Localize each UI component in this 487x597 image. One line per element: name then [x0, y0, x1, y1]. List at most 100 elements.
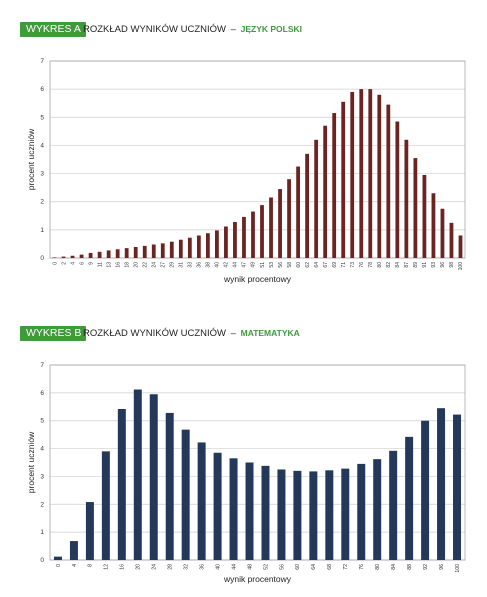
x-tick-label: 20	[133, 262, 139, 268]
x-tick-label: 60	[295, 564, 301, 570]
bar	[395, 121, 400, 258]
x-tick-label: 4	[72, 564, 78, 567]
x-tick-label: 6	[79, 262, 85, 265]
y-tick-label: 4	[40, 446, 44, 453]
x-tick-label: 38	[206, 262, 212, 268]
x-tick-label: 80	[377, 262, 383, 268]
x-tick-label: 27	[161, 262, 167, 268]
chart-a-section: WYKRES A ROZKŁAD WYNIKÓW UCZNIÓW – JĘZYK…	[20, 22, 466, 284]
bar	[260, 205, 264, 258]
y-tick-label: 5	[40, 418, 44, 425]
bar	[404, 139, 409, 258]
x-tick-label: 8	[88, 564, 94, 567]
x-tick-label: 13	[106, 262, 112, 268]
y-tick-label: 5	[40, 114, 44, 121]
plot-frame	[49, 60, 466, 259]
x-tick-label: 76	[359, 564, 365, 570]
y-tick-label: 6	[40, 86, 44, 93]
bar	[287, 179, 291, 258]
bar	[165, 412, 174, 560]
x-tick-label: 29	[170, 262, 176, 268]
x-tick-label: 20	[136, 564, 142, 570]
x-tick-label: 32	[183, 564, 189, 570]
x-tick-label: 11	[97, 262, 103, 267]
bar	[449, 222, 454, 258]
bar	[389, 450, 398, 560]
y-tick-label: 1	[40, 529, 44, 536]
chart-b-heading-sep: –	[230, 328, 236, 339]
x-tick-label: 71	[341, 262, 347, 268]
bar	[133, 389, 142, 560]
y-tick-label: 7	[40, 362, 44, 369]
x-axis-label: wynik procentowy	[223, 574, 292, 584]
x-tick-label: 80	[375, 564, 381, 570]
bar	[205, 233, 210, 258]
bar	[142, 245, 147, 258]
bar	[79, 254, 84, 258]
bar	[261, 465, 270, 560]
x-tick-label: 16	[115, 262, 121, 268]
x-tick-label: 84	[395, 262, 401, 268]
bar	[70, 255, 75, 258]
bar	[325, 470, 334, 560]
x-tick-label: 67	[323, 262, 329, 268]
x-tick-label: 36	[197, 262, 203, 268]
bar	[149, 394, 158, 560]
bar	[169, 241, 174, 258]
bar	[323, 125, 328, 258]
x-tick-label: 91	[422, 262, 428, 268]
x-tick-label: 48	[247, 564, 253, 570]
x-axis-label: wynik procentowy	[223, 274, 292, 284]
chart-a-heading-main: ROZKŁAD WYNIKÓW UCZNIÓW	[83, 24, 227, 35]
bar	[178, 239, 183, 258]
x-tick-label: 92	[423, 564, 429, 570]
bar	[52, 257, 57, 258]
x-tick-label: 84	[391, 564, 397, 570]
y-tick-label: 3	[40, 171, 44, 178]
x-tick-label: 49	[251, 262, 257, 268]
bar	[101, 451, 110, 560]
bar	[88, 252, 93, 258]
x-tick-label: 100	[458, 262, 464, 271]
chart-a-badge: WYKRES A	[20, 22, 86, 37]
bar	[413, 158, 418, 258]
bar	[124, 248, 129, 258]
y-tick-label: 2	[40, 501, 44, 508]
bar	[405, 436, 414, 560]
bar	[213, 452, 222, 560]
x-tick-label: 44	[231, 564, 237, 570]
bar	[341, 468, 350, 560]
x-tick-label: 100	[455, 564, 461, 573]
x-tick-label: 64	[311, 564, 317, 570]
bar	[350, 91, 355, 258]
bar	[151, 244, 156, 258]
bar	[377, 94, 382, 259]
plot-frame	[49, 364, 466, 561]
bar	[386, 104, 391, 258]
bar	[431, 193, 436, 258]
x-tick-label: 96	[440, 262, 446, 268]
bar	[233, 221, 237, 258]
x-tick-label: 40	[215, 564, 221, 570]
x-tick-label: 24	[152, 262, 158, 268]
bar	[224, 226, 228, 258]
bar	[97, 251, 102, 258]
bar	[251, 211, 255, 258]
x-tick-label: 0	[56, 564, 62, 567]
bar	[215, 230, 219, 258]
chart-a-heading-sep: –	[230, 24, 236, 35]
x-tick-label: 56	[278, 262, 284, 268]
x-tick-label: 31	[179, 262, 185, 268]
y-tick-label: 3	[40, 473, 44, 480]
x-tick-label: 44	[233, 262, 239, 268]
x-tick-label: 60	[296, 262, 302, 268]
bar	[53, 556, 62, 560]
bar	[309, 471, 318, 560]
x-tick-label: 2	[61, 262, 67, 265]
bar	[296, 166, 300, 258]
x-tick-label: 93	[431, 262, 437, 268]
x-tick-label: 72	[343, 564, 349, 570]
x-tick-label: 47	[242, 262, 248, 268]
